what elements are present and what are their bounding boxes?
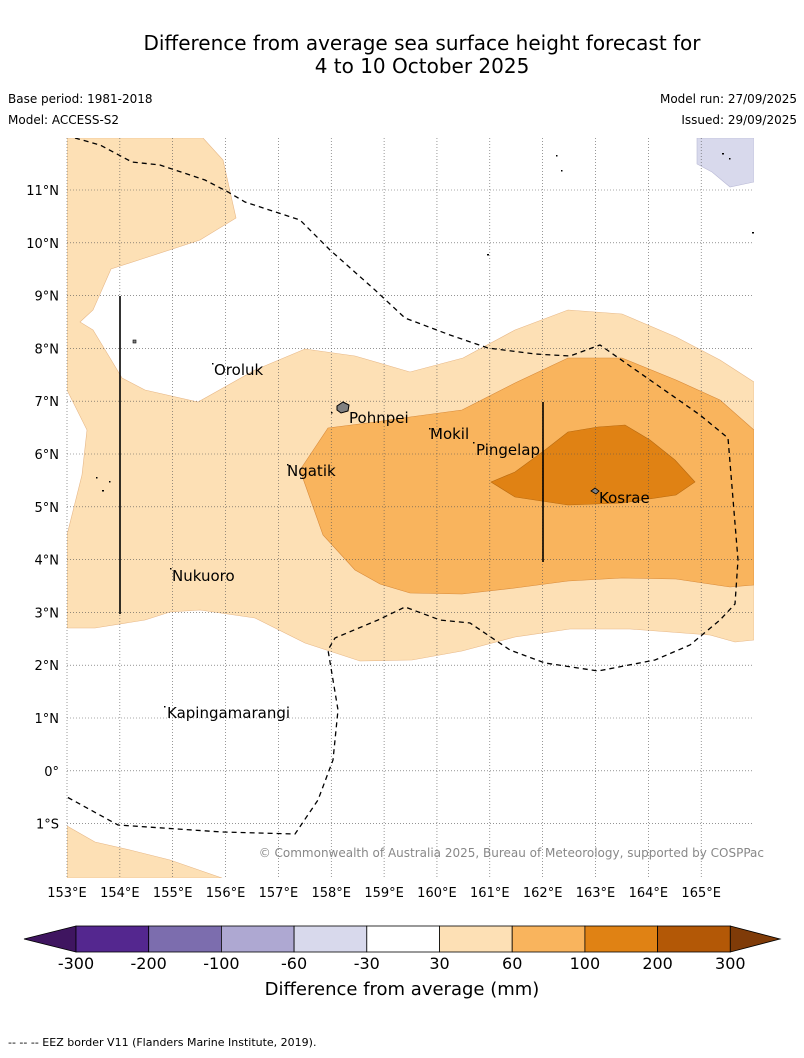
islet xyxy=(212,363,214,365)
colorbar-segment xyxy=(293,925,368,953)
colorbar-segment xyxy=(511,925,586,953)
colorbar-tick-label: -60 xyxy=(281,954,307,973)
lat-tick-label: 7°N xyxy=(35,395,60,410)
map-title: Difference from average sea surface heig… xyxy=(0,32,804,78)
colorbar-segment xyxy=(148,925,222,953)
colorbar-tick-label: 200 xyxy=(642,954,673,973)
colorbar-tick-label: 100 xyxy=(570,954,601,973)
lat-tick-label: 1°N xyxy=(35,712,60,727)
islet xyxy=(102,490,104,492)
islet xyxy=(729,158,731,160)
islet xyxy=(556,155,558,157)
lat-tick-label: 0° xyxy=(44,765,59,780)
islet xyxy=(752,232,754,234)
base-period: Base period: 1981-2018 xyxy=(8,92,153,106)
colorbar-label: Difference from average (mm) xyxy=(265,979,540,1000)
islet xyxy=(287,464,289,466)
place-label-kosrae: Kosrae xyxy=(599,489,650,507)
gridlines xyxy=(66,138,754,878)
place-label-nukuoro: Nukuoro xyxy=(172,567,235,585)
islands xyxy=(96,153,754,708)
title-line-2: 4 to 10 October 2025 xyxy=(314,54,530,78)
place-label-pohnpei: Pohnpei xyxy=(349,409,409,427)
lon-tick-label: 160°E xyxy=(417,886,457,901)
model-name: Model: ACCESS-S2 xyxy=(8,113,120,127)
colorbar-extend-high xyxy=(729,925,782,953)
islet xyxy=(487,254,489,256)
place-label-mokil: Mokil xyxy=(430,425,469,443)
lon-tick-label: 163°E xyxy=(576,886,616,901)
colorbar-tick-label: -30 xyxy=(354,954,380,973)
eez-footnote: -- -- -- EEZ border V11 (Flanders Marine… xyxy=(8,1036,317,1049)
lon-tick-label: 155°E xyxy=(153,886,193,901)
eez-border xyxy=(67,138,739,835)
islet xyxy=(109,481,111,483)
place-label-oroluk: Oroluk xyxy=(214,361,263,379)
copyright-notice: © Commonwealth of Australia 2025, Bureau… xyxy=(259,846,764,860)
lon-tick-label: 165°E xyxy=(681,886,721,901)
colorbar-segment xyxy=(366,925,440,953)
lon-tick-label: 162°E xyxy=(523,886,563,901)
model-run: Model run: 27/09/2025 xyxy=(659,92,797,106)
map-area xyxy=(67,138,754,878)
issued-date: Issued: 29/09/2025 xyxy=(681,113,797,127)
colorbar-segment xyxy=(220,925,295,953)
islet xyxy=(331,412,333,414)
lon-tick-label: 159°E xyxy=(364,886,404,901)
anomaly-100-200-region xyxy=(490,424,696,506)
lon-tick-label: 164°E xyxy=(629,886,669,901)
colorbar xyxy=(23,925,782,953)
islet xyxy=(164,706,166,708)
lon-tick-label: 153°E xyxy=(47,886,87,901)
lat-tick-label: 9°N xyxy=(35,290,60,305)
lat-tick-label: 1°S xyxy=(36,818,59,833)
colorbar-tick-label: 300 xyxy=(715,954,746,973)
islet xyxy=(170,568,172,570)
anomaly-30-60-south xyxy=(67,825,223,878)
lon-tick-label: 161°E xyxy=(470,886,510,901)
colorbar-tick-label: -100 xyxy=(203,954,239,973)
place-label-kapingamarangi: Kapingamarangi xyxy=(167,704,290,722)
colorbar-segment xyxy=(657,925,731,953)
islet xyxy=(561,170,563,172)
colorbar-tick-label: -300 xyxy=(58,954,94,973)
islet xyxy=(429,428,431,430)
colorbar-segment xyxy=(584,925,659,953)
colorbar-segment xyxy=(75,925,150,953)
title-line-1: Difference from average sea surface heig… xyxy=(143,31,701,55)
lat-tick-label: 10°N xyxy=(26,237,59,252)
colorbar-extend-low xyxy=(23,925,77,953)
lon-tick-label: 157°E xyxy=(259,886,299,901)
colorbar-tick-label: -200 xyxy=(131,954,167,973)
pohnpei-island xyxy=(336,401,350,414)
kosrae-island xyxy=(590,487,600,495)
lon-tick-label: 154°E xyxy=(100,886,140,901)
colorbar-segment xyxy=(439,925,513,953)
islet xyxy=(96,477,98,479)
lat-tick-label: 2°N xyxy=(35,659,60,674)
colorbar-tick-label: 30 xyxy=(429,954,449,973)
lon-tick-label: 158°E xyxy=(311,886,351,901)
lat-tick-label: 6°N xyxy=(35,448,60,463)
islet xyxy=(722,153,724,155)
islet xyxy=(132,339,137,344)
lat-tick-label: 3°N xyxy=(35,606,60,621)
colorbar-tick-label: 60 xyxy=(502,954,522,973)
anomaly-neg-30-60-region xyxy=(696,138,754,188)
place-label-ngatik: Ngatik xyxy=(287,462,336,480)
lat-tick-label: 8°N xyxy=(35,342,60,357)
lon-tick-label: 156°E xyxy=(206,886,246,901)
lat-tick-label: 11°N xyxy=(26,184,59,199)
lat-tick-label: 4°N xyxy=(35,554,60,569)
place-label-pingelap: Pingelap xyxy=(476,441,540,459)
islet xyxy=(473,442,475,444)
lat-tick-label: 5°N xyxy=(35,501,60,516)
